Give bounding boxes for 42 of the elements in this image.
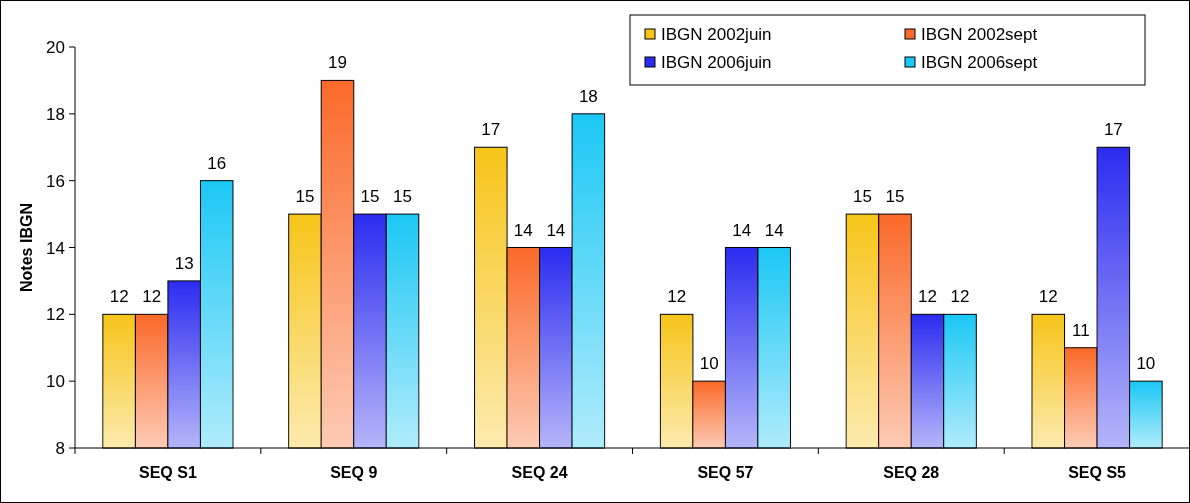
legend-label: IBGN 2006juin: [661, 53, 772, 72]
data-label: 16: [207, 153, 227, 173]
data-label: 10: [699, 354, 719, 374]
legend-label: IBGN 2002juin: [661, 25, 772, 44]
x-tick-label: SEQ S5: [1068, 464, 1127, 481]
x-tick-label: SEQ 9: [330, 464, 378, 481]
data-label: 12: [667, 287, 687, 307]
data-label: 12: [950, 287, 970, 307]
legend-label: IBGN 2002sept: [921, 25, 1038, 44]
data-label: 15: [393, 187, 412, 207]
data-label: 15: [295, 187, 315, 207]
data-label: 14: [546, 220, 566, 240]
data-label: 17: [1103, 120, 1123, 140]
data-label: 15: [853, 187, 872, 207]
data-label: 14: [764, 220, 784, 240]
data-label: 12: [918, 287, 937, 307]
y-tick-label: 20: [46, 38, 65, 57]
y-tick-label: 18: [46, 104, 65, 124]
y-axis-title: Notes IBGN: [18, 203, 35, 292]
y-tick-label: 10: [46, 372, 65, 392]
data-label: 10: [1136, 354, 1156, 374]
x-tick-label: SEQ 24: [511, 464, 568, 481]
data-label: 19: [328, 53, 347, 73]
data-label: 13: [174, 253, 194, 273]
data-label: 18: [578, 86, 598, 106]
y-tick-label: 8: [55, 439, 65, 458]
x-tick-label: SEQ 57: [697, 464, 754, 481]
y-tick-label: 16: [46, 171, 65, 191]
data-label: 14: [513, 220, 533, 240]
y-tick-label: 12: [46, 305, 65, 325]
data-label: 15: [885, 187, 905, 207]
data-label: 12: [1038, 287, 1058, 307]
data-label: 12: [109, 287, 129, 307]
data-label: 17: [481, 120, 501, 140]
data-label: 15: [360, 187, 380, 207]
data-label: 14: [732, 220, 752, 240]
x-tick-label: SEQ S1: [139, 464, 197, 481]
x-tick-label: SEQ 28: [883, 464, 940, 481]
data-label: 12: [142, 287, 162, 307]
data-label: 11: [1071, 320, 1090, 340]
legend-label: IBGN 2006sept: [921, 53, 1038, 72]
y-tick-label: 14: [46, 238, 65, 258]
